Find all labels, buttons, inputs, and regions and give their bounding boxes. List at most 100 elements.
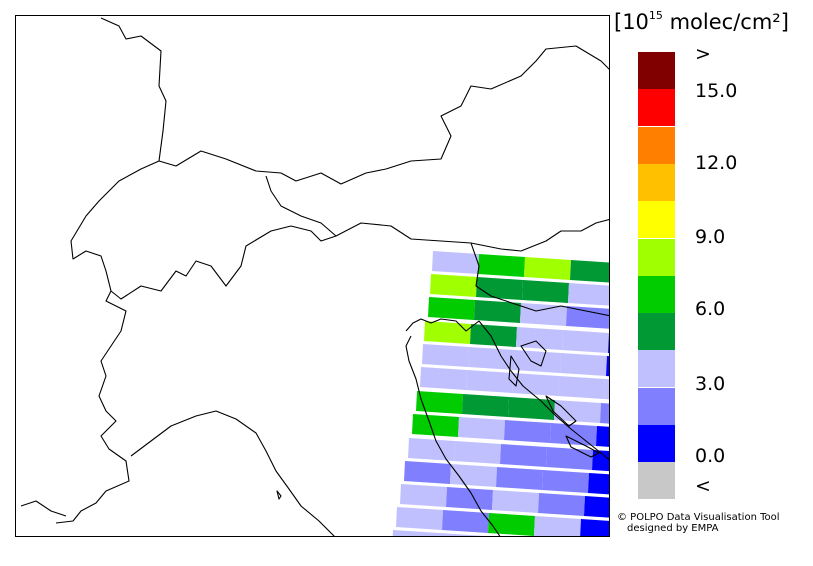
satellite-pixel	[400, 484, 447, 507]
legend-label: 3.0	[695, 373, 726, 395]
satellite-pixel	[432, 251, 479, 274]
satellite-pixel	[470, 324, 517, 347]
satellite-pixel	[592, 450, 609, 472]
legend-label: 12.0	[695, 152, 738, 174]
legend-swatch	[638, 201, 675, 239]
satellite-pixel	[606, 356, 609, 377]
island-pag	[545, 395, 577, 427]
satellite-pixel	[512, 373, 559, 396]
country-borders	[20, 17, 609, 536]
border-slovenia	[470, 242, 609, 317]
legend-label: 9.0	[695, 226, 726, 248]
satellite-pixel	[558, 376, 605, 399]
satellite-pixel	[568, 283, 609, 306]
satellite-pixel	[542, 470, 589, 493]
border-france-inner	[20, 500, 67, 517]
legend-swatch	[638, 462, 675, 500]
satellite-pixel	[408, 438, 455, 461]
satellite-pixel	[514, 350, 561, 373]
map-canvas	[20, 17, 609, 537]
legend-swatch	[638, 350, 675, 388]
border-france-italy	[55, 290, 130, 524]
satellite-pixel	[570, 260, 609, 283]
island-dalmatia	[565, 435, 600, 458]
legend-swatch	[638, 126, 675, 164]
border-switzerland	[70, 160, 337, 300]
satellite-pixel	[450, 464, 497, 487]
satellite-pixel	[560, 353, 607, 376]
coast-italy-west	[130, 410, 335, 536]
satellite-pixel	[404, 461, 451, 484]
island-krk	[520, 340, 547, 367]
satellite-pixel	[546, 447, 593, 470]
satellite-pixel	[500, 444, 547, 467]
coast-croatia	[478, 320, 609, 461]
legend-label: 6.0	[695, 298, 726, 320]
satellite-pixel	[454, 441, 501, 464]
legend-swatch	[638, 89, 675, 127]
satellite-pixel	[458, 417, 505, 440]
legend-swatch	[638, 163, 675, 201]
satellite-pixel	[522, 280, 569, 303]
satellite-pixel	[392, 530, 439, 536]
satellite-pixels	[392, 251, 609, 537]
legend-label: 0.0	[695, 445, 726, 467]
satellite-pixel	[596, 426, 609, 447]
legend-label: >	[695, 43, 711, 65]
satellite-pixel	[566, 306, 609, 329]
satellite-pixel	[534, 516, 581, 536]
satellite-pixel	[416, 391, 463, 414]
legend-label: <	[695, 475, 711, 497]
satellite-pixel	[488, 513, 535, 536]
satellite-pixel	[496, 467, 543, 490]
credit-text: © POLPO Data Visualisation Tool designed…	[617, 512, 780, 534]
satellite-pixel	[468, 347, 515, 370]
satellite-pixel	[422, 344, 469, 367]
legend-swatch	[638, 387, 675, 425]
unit-label: [1015 molec/cm²]	[614, 9, 789, 34]
satellite-pixel	[584, 496, 609, 518]
satellite-pixel	[438, 533, 485, 536]
satellite-pixel	[412, 414, 459, 437]
satellite-pixel	[476, 277, 523, 300]
credit-line-1: © POLPO Data Visualisation Tool	[617, 512, 780, 523]
legend-swatch	[638, 313, 675, 351]
satellite-pixel	[588, 473, 609, 495]
legend-swatch	[638, 275, 675, 313]
satellite-pixel	[554, 400, 601, 423]
satellite-pixel	[600, 403, 609, 424]
satellite-pixel	[538, 493, 585, 516]
coast-italy-adriatic	[405, 335, 501, 536]
border-germany-north	[158, 45, 609, 185]
credit-line-2: designed by EMPA	[627, 523, 719, 534]
satellite-pixel	[446, 487, 493, 510]
satellite-pixel	[442, 510, 489, 533]
satellite-pixel	[520, 303, 567, 326]
satellite-pixel	[604, 379, 609, 400]
satellite-pixel	[608, 333, 609, 354]
satellite-pixel	[430, 274, 477, 297]
island-cres	[508, 355, 520, 387]
satellite-pixel	[516, 327, 563, 350]
satellite-pixel	[484, 536, 531, 537]
satellite-pixel	[492, 490, 539, 513]
legend-swatch	[638, 238, 675, 276]
border-france-germany	[100, 17, 167, 162]
legend-swatch	[638, 425, 675, 462]
satellite-pixel	[550, 423, 597, 446]
satellite-pixel	[428, 297, 475, 320]
satellite-pixel	[466, 370, 513, 393]
island-corsica-tip	[276, 490, 282, 500]
legend-swatch	[638, 52, 675, 89]
map-panel	[15, 15, 610, 537]
satellite-pixel	[424, 321, 471, 344]
legend-label: 15.0	[695, 80, 738, 102]
satellite-pixel	[524, 257, 571, 280]
satellite-pixel	[562, 330, 609, 353]
satellite-pixel	[474, 300, 521, 323]
satellite-pixel	[478, 254, 525, 277]
satellite-pixel	[420, 367, 467, 390]
satellite-pixel	[504, 420, 551, 443]
satellite-pixel	[462, 394, 509, 417]
satellite-pixel	[580, 519, 609, 536]
